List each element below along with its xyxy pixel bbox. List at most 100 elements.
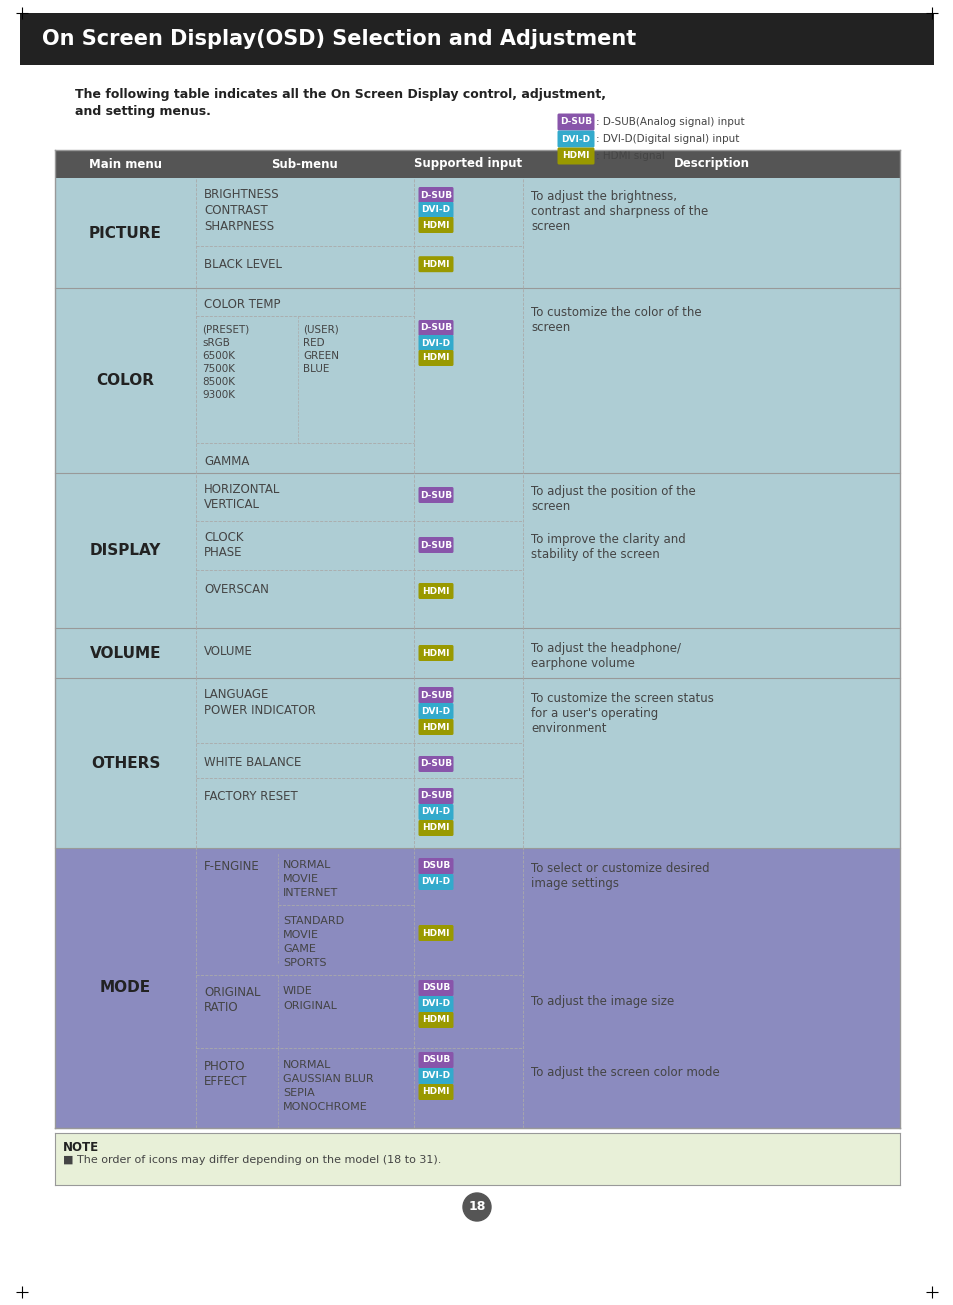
Text: MODE: MODE <box>100 980 151 996</box>
FancyBboxPatch shape <box>418 187 453 204</box>
Text: RATIO: RATIO <box>204 1001 238 1014</box>
Text: D-SUB: D-SUB <box>419 792 452 800</box>
Text: LANGUAGE: LANGUAGE <box>204 688 269 701</box>
Text: DSUB: DSUB <box>421 861 450 870</box>
Text: ORIGINAL: ORIGINAL <box>204 987 260 1000</box>
Text: GAUSSIAN BLUR: GAUSSIAN BLUR <box>283 1074 374 1084</box>
FancyBboxPatch shape <box>557 147 594 164</box>
Text: DVI-D: DVI-D <box>421 877 450 886</box>
Text: Supported input: Supported input <box>414 158 522 171</box>
FancyBboxPatch shape <box>557 114 594 130</box>
Text: EFFECT: EFFECT <box>204 1075 247 1088</box>
Text: D-SUB: D-SUB <box>419 540 452 549</box>
Text: To customize the screen status
for a user's operating
environment: To customize the screen status for a use… <box>531 692 713 735</box>
Text: sRGB: sRGB <box>202 338 230 348</box>
Text: HDMI: HDMI <box>422 221 449 230</box>
FancyBboxPatch shape <box>418 857 453 874</box>
Text: SEPIA: SEPIA <box>283 1088 314 1098</box>
Text: SPORTS: SPORTS <box>283 958 326 968</box>
Text: The following table indicates all the On Screen Display control, adjustment,: The following table indicates all the On… <box>75 87 605 100</box>
Text: OTHERS: OTHERS <box>91 756 160 770</box>
Text: To improve the clarity and
stability of the screen: To improve the clarity and stability of … <box>531 532 685 561</box>
Text: WHITE BALANCE: WHITE BALANCE <box>204 756 301 769</box>
Text: HDMI: HDMI <box>422 723 449 732</box>
FancyBboxPatch shape <box>418 1067 453 1084</box>
Text: Main menu: Main menu <box>89 158 162 171</box>
Text: F-ENGINE: F-ENGINE <box>204 860 259 873</box>
Text: DVI-D: DVI-D <box>421 338 450 347</box>
Text: To adjust the brightness,
contrast and sharpness of the
screen: To adjust the brightness, contrast and s… <box>531 191 707 234</box>
Text: GAMMA: GAMMA <box>204 455 249 468</box>
Text: (PRESET): (PRESET) <box>202 324 249 334</box>
FancyBboxPatch shape <box>55 150 899 177</box>
Text: ■ The order of icons may differ depending on the model (18 to 31).: ■ The order of icons may differ dependin… <box>63 1155 441 1165</box>
FancyBboxPatch shape <box>55 628 899 679</box>
Text: COLOR: COLOR <box>96 373 154 388</box>
Text: MONOCHROME: MONOCHROME <box>283 1101 367 1112</box>
FancyBboxPatch shape <box>418 256 453 273</box>
Text: HORIZONTAL: HORIZONTAL <box>204 483 280 496</box>
Text: DVI-D: DVI-D <box>421 1000 450 1009</box>
Text: VOLUME: VOLUME <box>204 645 253 658</box>
Text: WIDE: WIDE <box>283 987 313 996</box>
FancyBboxPatch shape <box>55 177 899 288</box>
Text: D-SUB: D-SUB <box>419 760 452 769</box>
Text: DVI-D: DVI-D <box>421 1071 450 1081</box>
FancyBboxPatch shape <box>418 719 453 735</box>
Text: NORMAL: NORMAL <box>283 860 331 870</box>
Text: HDMI: HDMI <box>422 586 449 595</box>
Text: DISPLAY: DISPLAY <box>90 543 161 559</box>
Text: BLACK LEVEL: BLACK LEVEL <box>204 258 282 271</box>
FancyBboxPatch shape <box>418 1084 453 1100</box>
FancyBboxPatch shape <box>418 703 453 719</box>
Text: INTERNET: INTERNET <box>283 887 338 898</box>
Text: HDMI: HDMI <box>422 354 449 363</box>
Text: VERTICAL: VERTICAL <box>204 499 260 512</box>
FancyBboxPatch shape <box>418 487 453 502</box>
Text: CLOCK: CLOCK <box>204 531 243 544</box>
Text: D-SUB: D-SUB <box>419 690 452 699</box>
Text: : HDMI signal: : HDMI signal <box>596 151 664 161</box>
Text: HDMI: HDMI <box>422 1015 449 1024</box>
Text: To customize the color of the
screen: To customize the color of the screen <box>531 305 700 334</box>
Text: COLOR TEMP: COLOR TEMP <box>204 298 280 311</box>
FancyBboxPatch shape <box>418 925 453 941</box>
FancyBboxPatch shape <box>418 996 453 1011</box>
Text: MOVIE: MOVIE <box>283 874 318 883</box>
Text: VOLUME: VOLUME <box>90 646 161 660</box>
Text: POWER INDICATOR: POWER INDICATOR <box>204 703 315 716</box>
Text: GAME: GAME <box>283 944 315 954</box>
Text: HDMI: HDMI <box>422 823 449 833</box>
Text: SHARPNESS: SHARPNESS <box>204 221 274 234</box>
FancyBboxPatch shape <box>418 804 453 820</box>
Text: NOTE: NOTE <box>63 1141 99 1154</box>
FancyBboxPatch shape <box>418 1052 453 1067</box>
FancyBboxPatch shape <box>418 980 453 996</box>
FancyBboxPatch shape <box>418 335 453 351</box>
Text: 18: 18 <box>468 1201 485 1214</box>
FancyBboxPatch shape <box>55 848 899 1128</box>
FancyBboxPatch shape <box>418 756 453 773</box>
FancyBboxPatch shape <box>418 820 453 837</box>
Text: D-SUB: D-SUB <box>419 191 452 200</box>
FancyBboxPatch shape <box>418 320 453 335</box>
Text: and setting menus.: and setting menus. <box>75 104 211 117</box>
FancyBboxPatch shape <box>418 645 453 662</box>
FancyBboxPatch shape <box>418 536 453 553</box>
Text: HDMI: HDMI <box>422 260 449 269</box>
FancyBboxPatch shape <box>418 202 453 218</box>
Text: HDMI: HDMI <box>422 1087 449 1096</box>
Text: : DVI-D(Digital signal) input: : DVI-D(Digital signal) input <box>596 134 739 144</box>
Circle shape <box>462 1193 491 1221</box>
Text: To adjust the image size: To adjust the image size <box>531 994 674 1007</box>
FancyBboxPatch shape <box>418 788 453 804</box>
Text: 6500K: 6500K <box>202 351 234 361</box>
Text: OVERSCAN: OVERSCAN <box>204 583 269 596</box>
Text: DVI-D: DVI-D <box>421 808 450 817</box>
Text: Description: Description <box>673 158 749 171</box>
Text: HDMI: HDMI <box>422 928 449 937</box>
Text: : D-SUB(Analog signal) input: : D-SUB(Analog signal) input <box>596 117 744 127</box>
Text: HDMI: HDMI <box>561 151 589 161</box>
Text: D-SUB: D-SUB <box>419 324 452 333</box>
Text: On Screen Display(OSD) Selection and Adjustment: On Screen Display(OSD) Selection and Adj… <box>42 29 636 50</box>
